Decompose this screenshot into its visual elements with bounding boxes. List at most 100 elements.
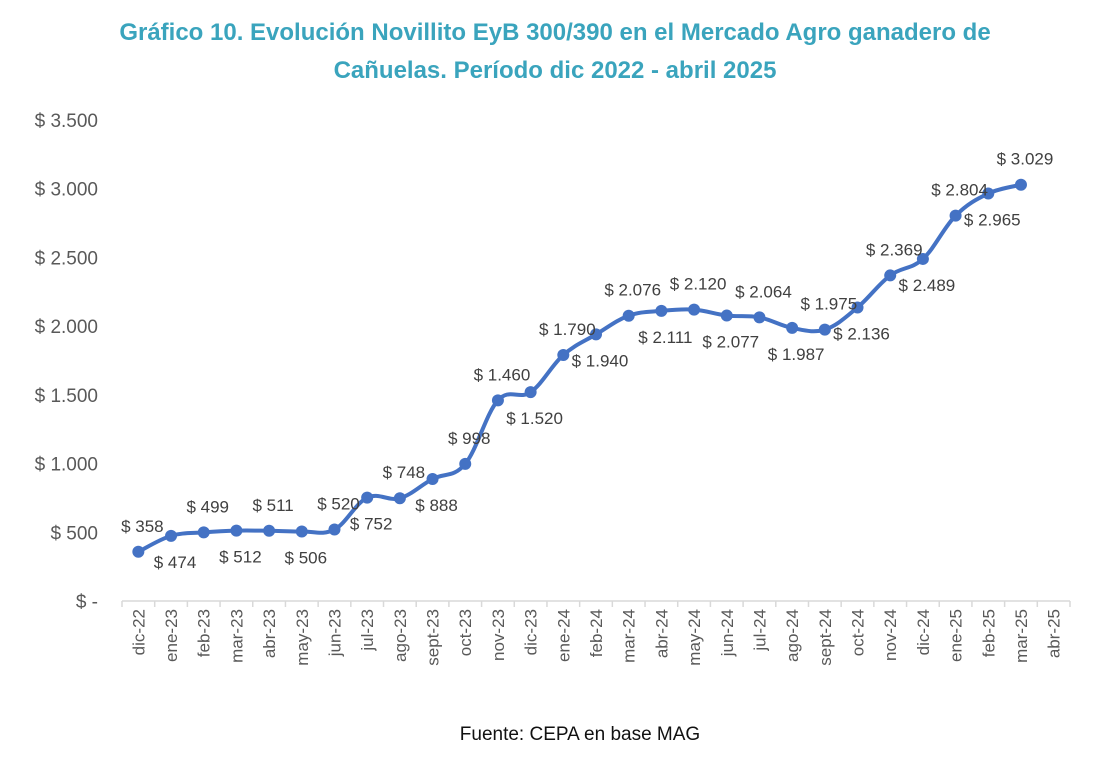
data-label: $ 998 — [448, 429, 491, 448]
x-tick-label: oct-24 — [849, 609, 868, 656]
data-point — [263, 524, 276, 537]
x-tick-label: dic-22 — [129, 609, 148, 655]
x-tick-label: jul-24 — [750, 609, 769, 652]
x-tick-label: ene-23 — [162, 609, 181, 662]
data-label: $ 3.029 — [997, 150, 1054, 169]
x-tick-label: nov-23 — [489, 609, 508, 661]
x-tick-label: ene-25 — [947, 609, 966, 662]
data-point — [982, 187, 995, 200]
x-tick-label: feb-23 — [195, 609, 214, 657]
x-axis: dic-22 ene-23 feb-23 mar-23 abr-23 may-23 jun-… — [121, 600, 1071, 666]
x-tick-label: feb-25 — [979, 609, 998, 657]
x-tick-label: mar-23 — [227, 609, 246, 663]
x-tick-label: mar-25 — [1012, 609, 1031, 663]
data-label: $ 2.111 — [638, 328, 692, 347]
data-label: $ 474 — [154, 553, 197, 572]
data-point — [393, 492, 406, 505]
data-label: $ 2.804 — [931, 181, 988, 200]
data-point — [197, 526, 210, 539]
x-tick-label: ago-24 — [783, 609, 802, 662]
data-label: $ 1.520 — [506, 409, 563, 428]
line-chart: $ - $ 500 $ 1.000 $ 1.500 $ 2.000 $ 2.500 $ 3.… — [35, 111, 1071, 666]
series-line — [136, 182, 1023, 554]
data-label: $ 2.076 — [604, 281, 661, 300]
data-point — [916, 252, 929, 265]
x-tick-label: sept-23 — [424, 609, 443, 666]
x-tick-label: abr-23 — [260, 609, 279, 658]
chart-title-line-2: Cañuelas. Período dic 2022 - abril 2025 — [333, 57, 777, 84]
x-tick-label: jul-23 — [358, 609, 377, 652]
y-tick-label: $ 2.500 — [35, 248, 98, 269]
data-point — [753, 311, 766, 324]
data-point — [328, 523, 341, 536]
chart-title: Gráfico 10. Evolución Novillito EyB 300/… — [0, 14, 1110, 90]
data-label: $ 2.369 — [866, 240, 923, 259]
data-point — [361, 491, 374, 504]
x-tick-label: ago-23 — [391, 609, 410, 662]
data-label: $ 511 — [252, 496, 293, 515]
data-point — [590, 328, 602, 341]
data-label: $ 752 — [350, 515, 393, 534]
data-label: $ 520 — [317, 495, 360, 514]
data-point — [851, 301, 864, 314]
data-point — [230, 524, 243, 537]
data-point — [655, 304, 668, 317]
x-tick-label: oct-23 — [456, 609, 475, 656]
x-tick-label: sept-24 — [816, 609, 835, 666]
data-label: $ 2.064 — [735, 282, 792, 301]
y-tick-label: $ 1.500 — [35, 386, 98, 407]
y-tick-label: $ 1.000 — [35, 455, 98, 476]
data-point — [557, 349, 570, 362]
data-point — [295, 525, 308, 538]
data-label: $ 2.120 — [670, 275, 727, 294]
chart-title-line-1: Gráfico 10. Evolución Novillito EyB 300/… — [119, 19, 991, 46]
x-tick-label: abr-25 — [1045, 609, 1064, 658]
data-point — [720, 309, 733, 322]
data-label: $ 2.077 — [702, 333, 759, 352]
data-point — [132, 545, 145, 558]
data-label: $ 1.790 — [539, 320, 596, 339]
chart-source: Fuente: CEPA en base MAG — [459, 724, 701, 745]
data-point — [491, 394, 504, 407]
data-point — [459, 457, 472, 470]
data-point — [786, 321, 799, 334]
data-label: $ 512 — [219, 548, 262, 567]
y-tick-label: $ 3.500 — [35, 111, 98, 132]
x-tick-label: jun-23 — [325, 609, 344, 657]
data-point — [426, 472, 439, 485]
y-axis: $ - $ 500 $ 1.000 $ 1.500 $ 2.000 $ 2.500 $ 3.… — [35, 111, 98, 613]
data-labels: $ 358 $ 474 $ 499 $ 512 $ 511 $ 506 $ 520$ 752… — [121, 150, 1053, 572]
x-tick-label: ene-24 — [554, 609, 573, 662]
data-label: $ 888 — [415, 496, 458, 515]
y-tick-label: $ 500 — [50, 523, 98, 544]
x-tick-label: dic-23 — [522, 609, 541, 655]
series-novillito — [132, 178, 1027, 558]
data-label: $ 2.136 — [833, 324, 890, 343]
x-tick-label: mar-24 — [620, 609, 639, 663]
data-label: $ 506 — [285, 548, 328, 567]
data-label: $ 1.975 — [800, 295, 857, 314]
data-label: $ 2.489 — [899, 276, 956, 295]
x-tick-label: jun-24 — [718, 609, 737, 657]
data-label: $ 358 — [121, 517, 164, 536]
x-tick-label: nov-24 — [881, 609, 900, 661]
data-point — [949, 209, 962, 222]
data-point — [165, 529, 178, 542]
data-point — [688, 303, 701, 316]
data-label: $ 748 — [383, 463, 426, 482]
data-point — [524, 386, 537, 399]
data-point — [818, 323, 831, 336]
x-tick-label: may-23 — [293, 609, 312, 666]
data-point — [622, 309, 635, 322]
x-tick-label: may-24 — [685, 609, 704, 666]
data-point — [1014, 178, 1027, 191]
data-point — [884, 269, 897, 282]
y-tick-label: $ 3.000 — [35, 180, 98, 201]
data-label: $ 1.940 — [572, 351, 629, 370]
x-tick-label: dic-24 — [914, 609, 933, 655]
data-label: $ 499 — [186, 497, 229, 516]
data-label: $ 1.987 — [768, 345, 825, 364]
y-tick-label: $ 2.000 — [35, 317, 98, 338]
x-tick-label: feb-24 — [587, 609, 606, 657]
data-label: $ 1.460 — [474, 365, 531, 384]
